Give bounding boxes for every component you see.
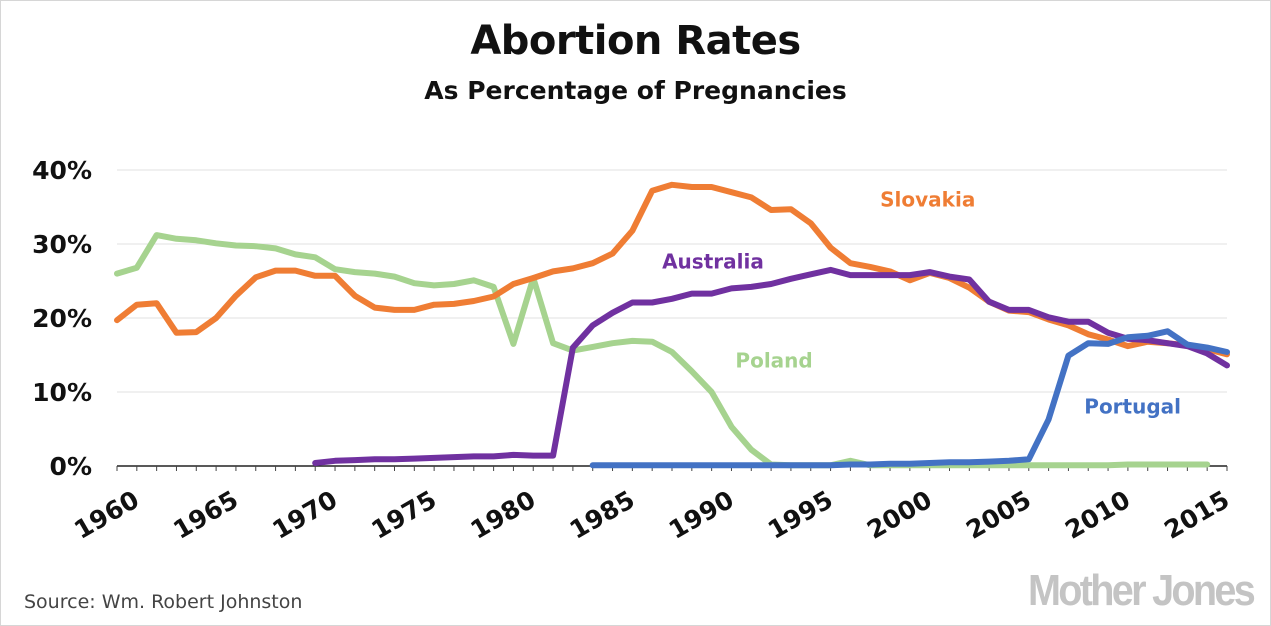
x-tick-label: 2015: [1159, 485, 1234, 545]
x-tick-label: 1995: [763, 485, 838, 545]
series-label-portugal: Portugal: [1084, 394, 1181, 418]
y-tick-label: 0%: [50, 452, 92, 481]
series-label-poland: Poland: [735, 349, 812, 373]
x-tick-label: 1960: [69, 485, 144, 545]
y-tick-label: 10%: [32, 378, 92, 407]
x-tick-label: 2005: [961, 485, 1036, 545]
x-tick-label: 1985: [565, 485, 640, 545]
chart-title: Abortion Rates: [470, 18, 801, 64]
series-line-australia: [312, 266, 1230, 466]
mother-jones-logo: Mother Jones: [1028, 566, 1256, 615]
x-tick-label: 2000: [862, 485, 937, 545]
series-line-portugal: [589, 328, 1230, 469]
x-tick-label: 1975: [367, 485, 442, 545]
chart-subtitle: As Percentage of Pregnancies: [424, 76, 847, 105]
x-tick-label: 1980: [466, 485, 541, 545]
series-label-slovakia: Slovakia: [880, 187, 975, 211]
series-line-poland: [114, 232, 1211, 469]
y-tick-label: 20%: [32, 304, 92, 333]
x-tick-label: 1990: [664, 485, 739, 545]
x-tick-label: 1970: [267, 485, 342, 545]
series-label-australia: Australia: [662, 249, 764, 273]
source-note: Source: Wm. Robert Johnston: [24, 591, 303, 613]
x-tick-label: 2010: [1060, 485, 1135, 545]
y-tick-label: 40%: [32, 156, 92, 185]
x-tick-label: 1965: [168, 485, 243, 545]
y-tick-label: 30%: [32, 230, 92, 259]
